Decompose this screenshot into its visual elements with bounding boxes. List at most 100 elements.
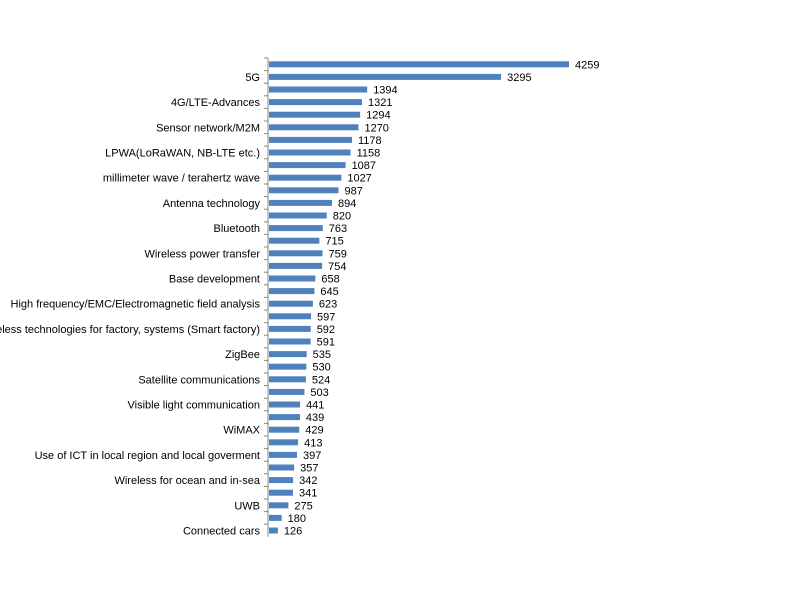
value-label: 820 xyxy=(333,211,351,223)
value-label: 715 xyxy=(325,236,343,248)
value-label: 987 xyxy=(345,185,363,197)
value-label: 530 xyxy=(312,362,330,374)
axis-layer xyxy=(264,57,269,537)
value-label: 413 xyxy=(304,437,322,449)
bar xyxy=(269,426,300,433)
category-label: LPWA(LoRaWAN, NB-LTE etc.) xyxy=(105,148,260,160)
category-label: Sensor network/M2M xyxy=(156,122,260,134)
bar xyxy=(269,351,307,358)
bar xyxy=(269,376,306,383)
bar xyxy=(269,250,323,257)
value-label: 592 xyxy=(317,324,335,336)
bar xyxy=(269,401,301,408)
value-label: 342 xyxy=(299,475,317,487)
value-label: 1394 xyxy=(373,85,397,97)
category-label: Satellite communications xyxy=(138,374,260,386)
value-label: 429 xyxy=(305,425,323,437)
bar xyxy=(269,149,351,156)
bar xyxy=(269,275,316,282)
category-label: 4G/LTE-Advances xyxy=(171,97,261,109)
bar xyxy=(269,439,299,446)
value-label: 1270 xyxy=(364,122,388,134)
value-label: 357 xyxy=(300,463,318,475)
bar xyxy=(269,325,311,332)
category-label: Wireless for ocean and in-sea xyxy=(114,475,260,487)
bar xyxy=(269,388,305,395)
bar xyxy=(269,527,278,534)
bar xyxy=(269,162,346,169)
value-label: 597 xyxy=(317,311,335,323)
category-label: Wireless power transfer xyxy=(144,248,260,260)
bar xyxy=(269,61,569,68)
bar xyxy=(269,237,320,244)
value-label: 180 xyxy=(288,513,306,525)
bar xyxy=(269,99,363,106)
category-label: Base development xyxy=(169,274,260,286)
bar xyxy=(269,338,311,345)
value-labels: 4259 3295 13941321129412701178115810871027… xyxy=(284,59,600,537)
value-label: 535 xyxy=(313,349,331,361)
bar xyxy=(269,477,294,484)
value-label: 341 xyxy=(299,488,317,500)
bar xyxy=(269,451,297,458)
bar xyxy=(269,502,289,509)
value-label: 894 xyxy=(338,198,356,210)
bar xyxy=(269,489,294,496)
bars-layer xyxy=(269,61,569,534)
value-label: 441 xyxy=(306,400,324,412)
category-label: Bluetooth xyxy=(214,223,260,235)
category-label: High frequency/EMC/Electromagnetic field… xyxy=(11,299,261,311)
value-label: 503 xyxy=(310,387,328,399)
category-label: millimeter wave / terahertz wave xyxy=(103,173,260,185)
value-label: 439 xyxy=(306,412,324,424)
bar xyxy=(269,199,332,206)
value-label: 3295 xyxy=(507,72,531,84)
category-label: WiMAX xyxy=(223,425,260,437)
category-label: Connected cars xyxy=(183,526,261,538)
bar xyxy=(269,86,368,93)
value-label: 397 xyxy=(303,450,321,462)
value-label: 754 xyxy=(328,261,346,273)
bar xyxy=(269,187,339,194)
value-label: 1178 xyxy=(358,135,382,147)
value-label: 1294 xyxy=(366,110,390,122)
bar xyxy=(269,225,323,232)
bar xyxy=(269,363,307,370)
bar xyxy=(269,288,315,295)
value-label: 1158 xyxy=(357,148,381,160)
category-label: Antenna technology xyxy=(163,198,261,210)
bar xyxy=(269,111,361,118)
value-label: 126 xyxy=(284,526,302,538)
bar xyxy=(269,514,282,521)
bar xyxy=(269,464,295,471)
value-label: 1087 xyxy=(352,160,376,172)
category-label: Use of ICT in local region and local gov… xyxy=(35,450,260,462)
bar xyxy=(269,300,313,307)
bar xyxy=(269,174,342,181)
category-label: Wireless technologies for factory, syste… xyxy=(0,324,260,336)
bar xyxy=(269,136,352,143)
category-label: Visible light communication xyxy=(128,400,260,412)
bar xyxy=(269,124,359,131)
value-label: 1321 xyxy=(368,97,392,109)
value-label: 4259 xyxy=(575,59,599,71)
category-labels: 5G 4G/LTE-Advances Sensor network/M2M LPWA(… xyxy=(0,72,261,538)
bar xyxy=(269,414,300,421)
value-label: 658 xyxy=(321,274,339,286)
value-label: 623 xyxy=(319,299,337,311)
value-label: 759 xyxy=(328,248,346,260)
bar xyxy=(269,313,312,320)
value-label: 524 xyxy=(312,374,330,386)
category-label: UWB xyxy=(234,500,260,512)
value-label: 275 xyxy=(294,500,312,512)
category-label: 5G xyxy=(245,72,260,84)
value-label: 1027 xyxy=(347,173,371,185)
category-label: ZigBee xyxy=(225,349,260,361)
value-label: 645 xyxy=(320,286,338,298)
value-label: 591 xyxy=(317,337,335,349)
bar xyxy=(269,262,323,269)
bar xyxy=(269,73,502,80)
value-label: 763 xyxy=(329,223,347,235)
